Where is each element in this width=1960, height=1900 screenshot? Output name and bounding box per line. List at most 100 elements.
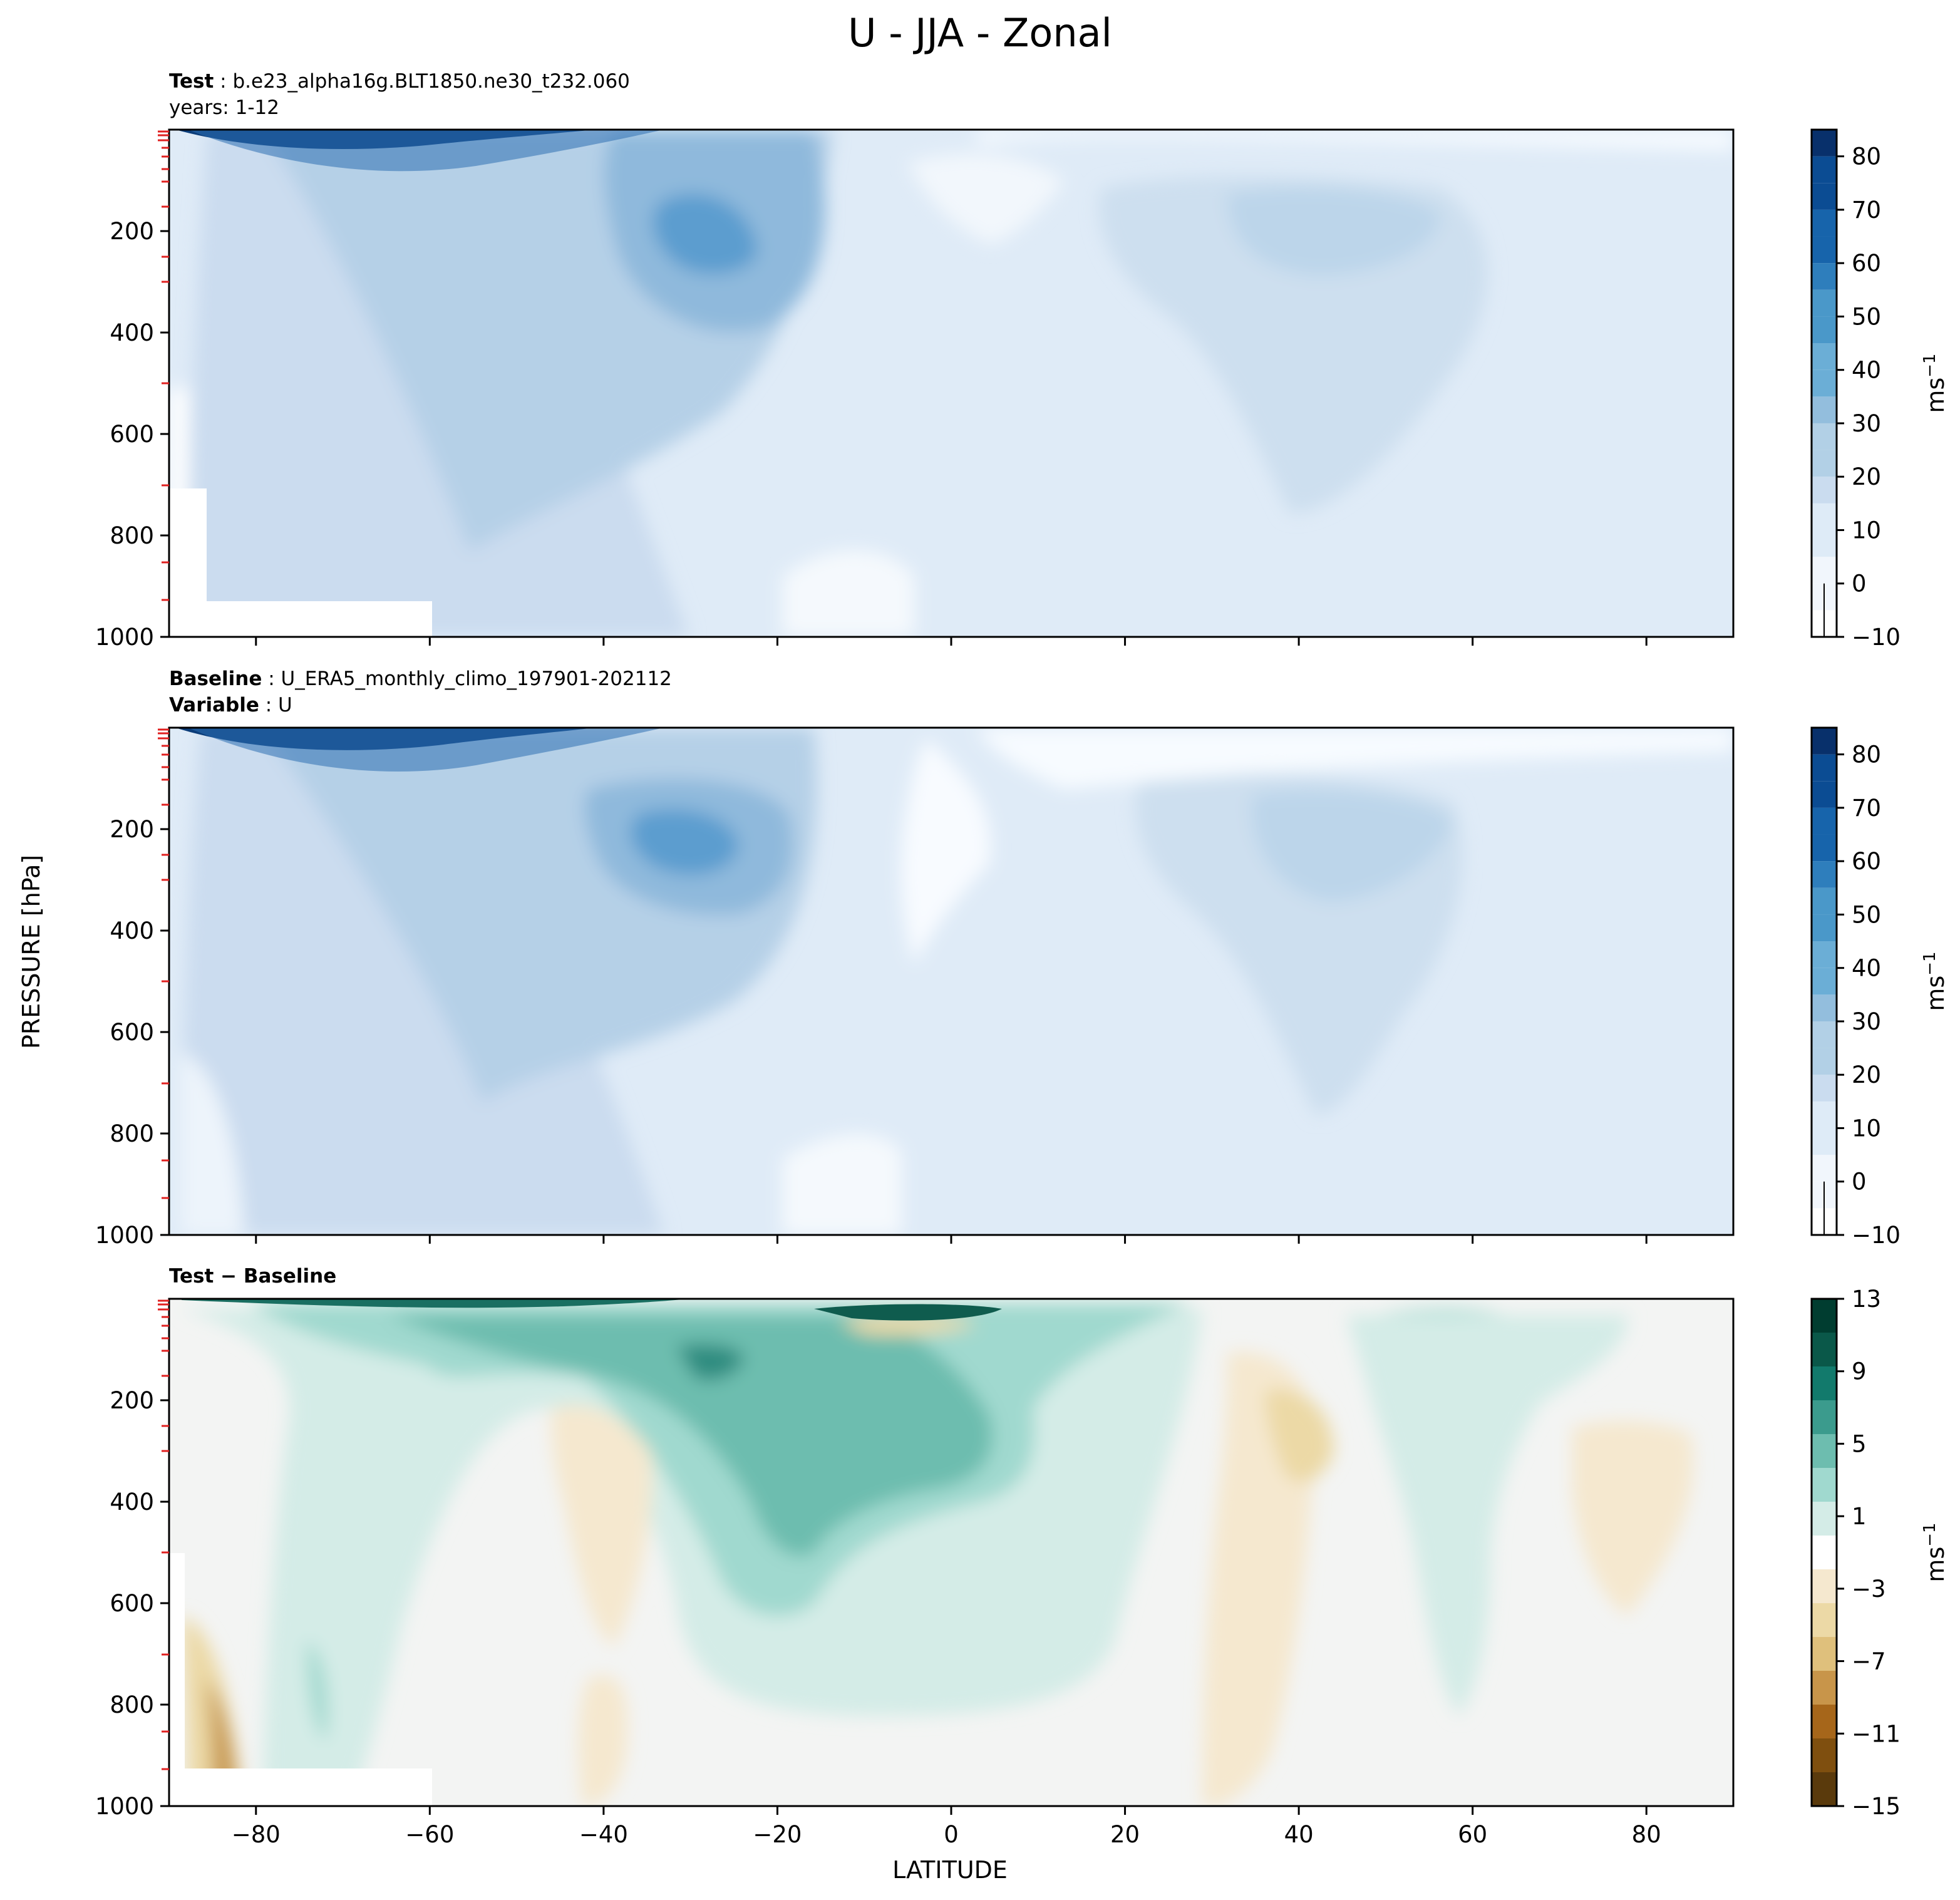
colorbar-tick-label: −3	[1852, 1576, 1886, 1603]
colorbar-swatch	[1812, 1434, 1837, 1468]
colorbar-swatch	[1812, 1101, 1837, 1128]
x-tick-label: −40	[579, 1821, 628, 1848]
colorbar-swatch	[1812, 861, 1837, 888]
colorbar-swatch	[1812, 754, 1837, 782]
colorbar-swatch	[1812, 1048, 1837, 1075]
colorbar-tick-label: 30	[1852, 410, 1881, 437]
y-tick-label: 800	[110, 1120, 154, 1147]
minor-red-ticks	[158, 130, 169, 1770]
y-tick-label: 200	[110, 816, 154, 843]
colorbar-swatch	[1812, 369, 1837, 397]
x-tick-label: 20	[1110, 1821, 1140, 1848]
colorbar-tick-label: −10	[1852, 624, 1901, 651]
colorbar-tick-label: 70	[1852, 197, 1881, 224]
y-tick-label: 600	[110, 1590, 154, 1617]
colorbar-swatch	[1812, 263, 1837, 290]
colorbar-swatch	[1812, 1299, 1837, 1333]
y-tick-label: 200	[110, 1387, 154, 1414]
colorbar-tick-label: 40	[1852, 955, 1881, 982]
colorbar-swatch	[1812, 1400, 1837, 1434]
x-tick-label: −20	[753, 1821, 802, 1848]
variable-label-bold: Variable	[169, 694, 259, 716]
colorbar-unit-label-test: ms−1	[1921, 353, 1949, 413]
colorbar-tick-label: 50	[1852, 901, 1881, 928]
colorbar-swatch	[1812, 477, 1837, 503]
panel-baseline-header-1: Baseline : U_ERA5_monthly_climo_197901-2…	[169, 668, 672, 690]
colorbar-tick-label: 50	[1852, 303, 1881, 330]
colorbar-swatch	[1812, 557, 1837, 584]
colorbar-tick-label: −15	[1852, 1793, 1901, 1820]
colorbar-tick-label: 5	[1852, 1430, 1867, 1457]
colorbar-swatch	[1812, 343, 1837, 370]
colorbar-tick-label: 10	[1852, 517, 1881, 544]
panel-test-header-1: Test : b.e23_alpha16g.BLT1850.ne30_t232.…	[169, 70, 630, 93]
colorbar-swatch	[1812, 807, 1837, 835]
colorbar-0: −10 0 10 20 30 40 50 60 70 80	[1810, 128, 1901, 651]
panel-test-plot	[168, 128, 1735, 638]
x-axis-label: LATITUDE	[892, 1856, 1008, 1884]
colorbar-tick-label: 20	[1852, 463, 1881, 490]
colorbar-swatch	[1812, 914, 1837, 942]
y-tick-label: 600	[110, 421, 154, 448]
colorbar-swatch	[1812, 450, 1837, 477]
x-tick-label: 80	[1632, 1821, 1661, 1848]
colorbar-tick-label: 60	[1852, 250, 1881, 277]
y-tick-label: 1000	[95, 624, 154, 651]
colorbar-swatch	[1812, 1075, 1837, 1102]
colorbar-tick-label: 20	[1852, 1061, 1881, 1088]
variable-name: U	[278, 694, 292, 716]
y-tick-label: 800	[110, 1691, 154, 1718]
colorbar-tick-label: −7	[1852, 1648, 1886, 1675]
colorbar-1: −10 0 10 20 30 40 50 60 70 80	[1810, 726, 1901, 1249]
colorbar-tick-label: 70	[1852, 795, 1881, 822]
y-tick-label: 1000	[95, 1222, 154, 1249]
colorbar-swatch	[1812, 209, 1837, 237]
colorbar-frame	[1810, 726, 1838, 1236]
panel-diff-header: Test − Baseline	[169, 1264, 336, 1289]
colorbar-swatch	[1812, 236, 1837, 264]
colorbar-tick-label: 40	[1852, 357, 1881, 384]
colorbar-tick-label: 0	[1852, 571, 1867, 597]
colorbar-swatch	[1812, 396, 1837, 423]
panel-baseline-header-2: Variable : U	[169, 694, 292, 716]
colorbar-swatch	[1812, 1155, 1837, 1182]
colorbar-swatch	[1812, 130, 1837, 157]
colorbar-swatch	[1812, 1333, 1837, 1366]
test-label-bold: Test	[169, 70, 214, 93]
y-tick-label: 1000	[95, 1793, 154, 1820]
colorbar-swatch	[1812, 941, 1837, 968]
y-tick-label: 400	[110, 319, 154, 346]
y-tick-label: 800	[110, 522, 154, 549]
colorbar-swatch	[1812, 1772, 1837, 1806]
test-case-name: b.e23_alpha16g.BLT1850.ne30_t232.060	[232, 70, 630, 93]
colorbar-tick-label: −11	[1852, 1720, 1901, 1747]
colorbar-unit-label-diff: ms−1	[1921, 1522, 1949, 1582]
colorbar-swatch	[1812, 316, 1837, 344]
colorbar-swatch	[1812, 1128, 1837, 1155]
colorbar-tick-label: 60	[1852, 848, 1881, 875]
x-tick-label: 0	[944, 1821, 959, 1848]
colorbar-swatch	[1812, 781, 1837, 808]
colorbar-tick-label: 30	[1852, 1008, 1881, 1035]
y-tick-label: 400	[110, 917, 154, 944]
y-tick-label: 400	[110, 1489, 154, 1515]
colorbar-tick-label: 80	[1852, 741, 1881, 768]
colorbar-frame	[1810, 128, 1838, 638]
colorbar-tick-label: 1	[1852, 1503, 1867, 1530]
x-tick-label: −80	[232, 1821, 281, 1848]
baseline-file-name: U_ERA5_monthly_climo_197901-202112	[281, 668, 672, 690]
colorbar-swatch	[1812, 968, 1837, 995]
colorbar-frame	[1810, 1298, 1838, 1807]
colorbar-swatch	[1812, 1637, 1837, 1671]
x-tick-label: 40	[1284, 1821, 1314, 1848]
x-tick-label: 60	[1458, 1821, 1487, 1848]
colorbar-swatch	[1812, 1021, 1837, 1048]
colorbar-swatch	[1812, 530, 1837, 557]
colorbar-swatch	[1812, 994, 1837, 1021]
colorbar-swatch	[1812, 503, 1837, 530]
colorbar-tick-label: 13	[1852, 1286, 1881, 1313]
colorbar-swatch	[1812, 1536, 1837, 1569]
colorbar-tick-label: −10	[1852, 1222, 1901, 1249]
panel-baseline-plot	[168, 726, 1735, 1236]
